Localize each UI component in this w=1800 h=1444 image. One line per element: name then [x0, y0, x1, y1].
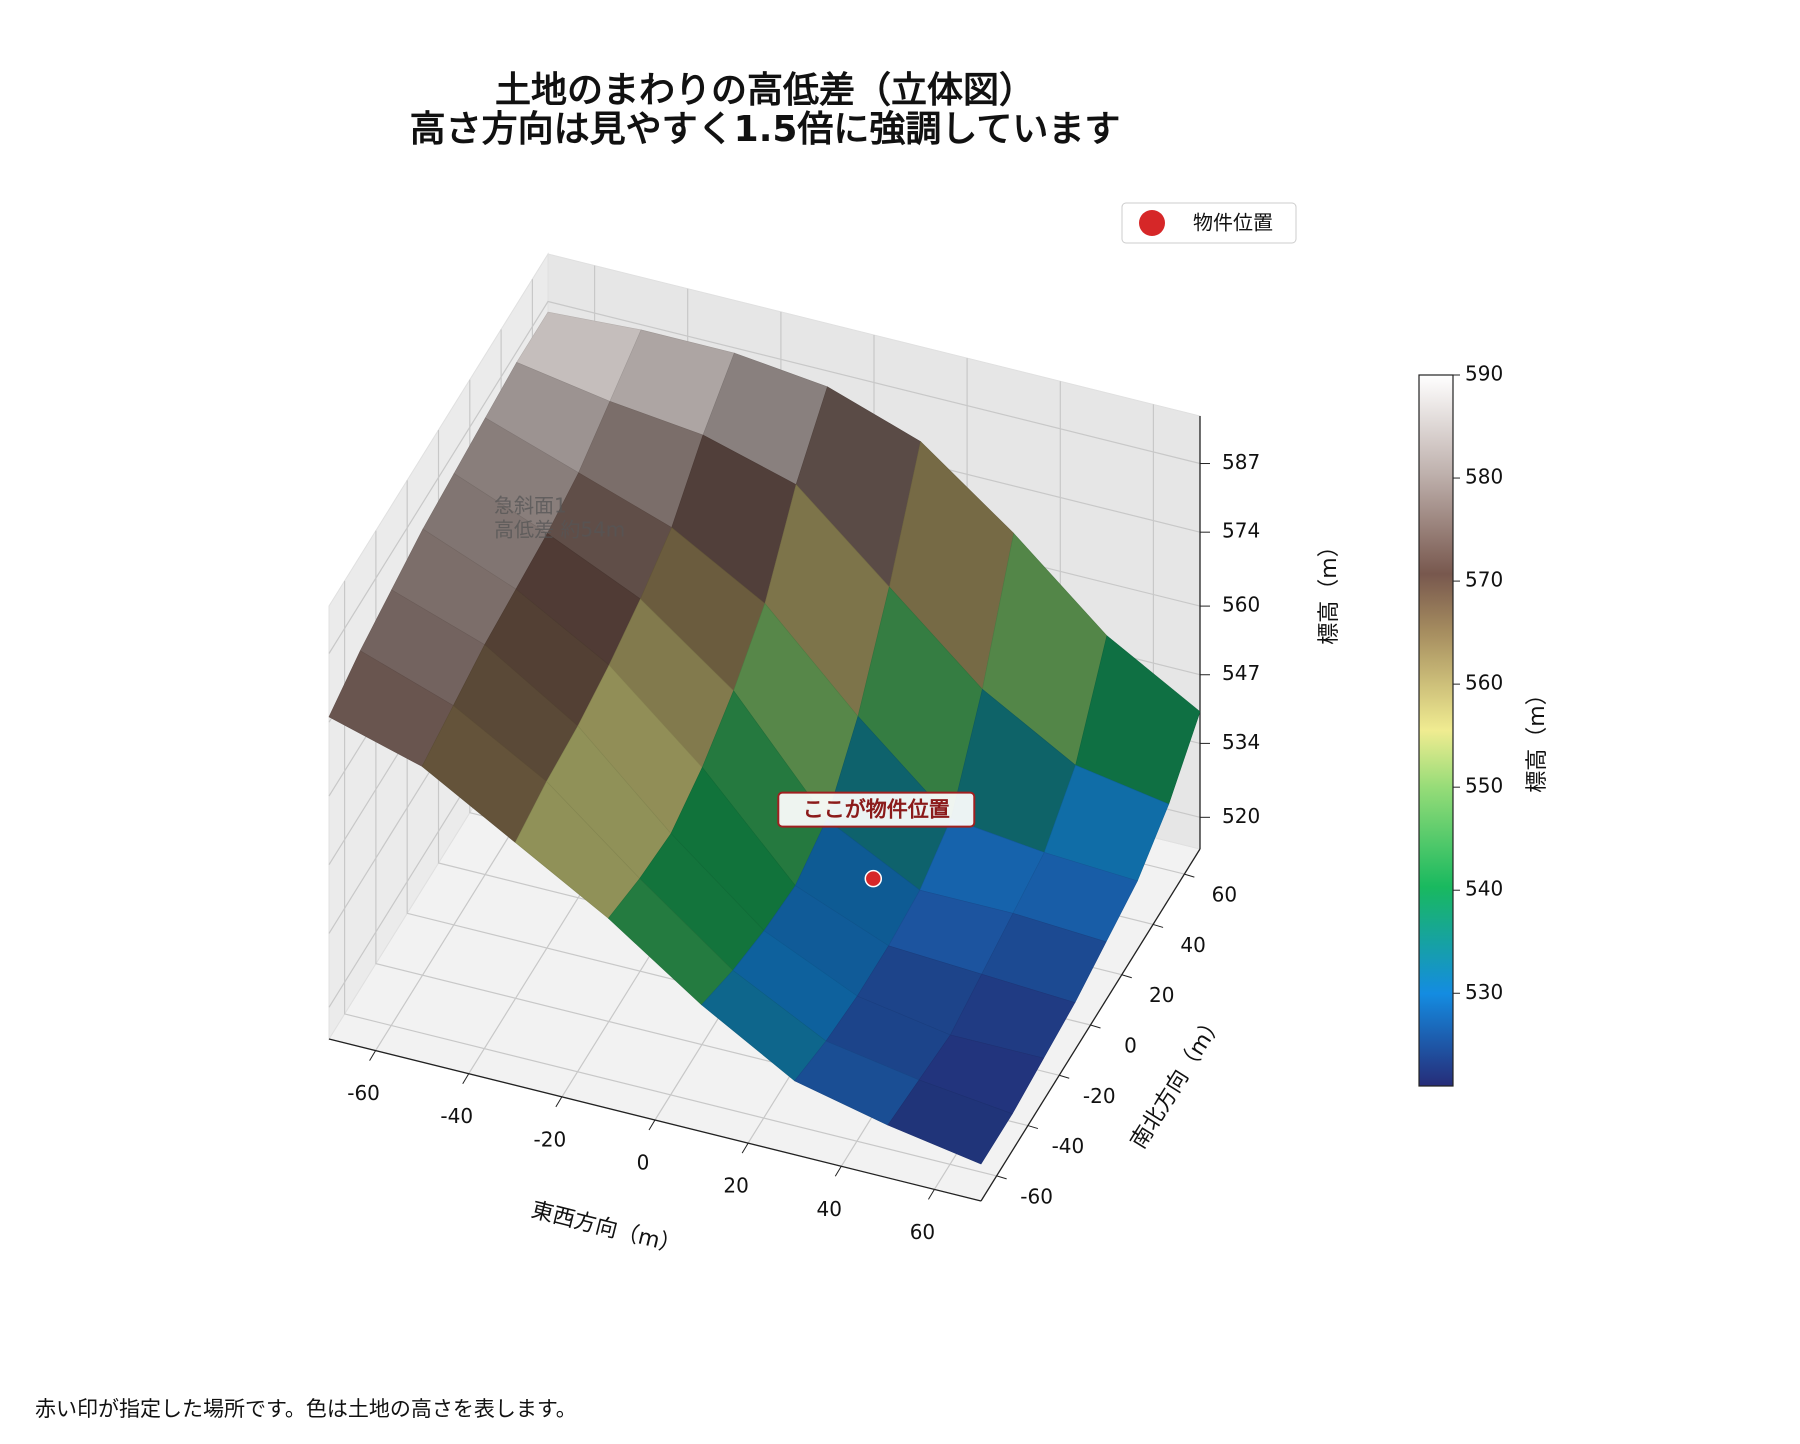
- z-tick-label: 587: [1222, 450, 1260, 474]
- y-tick: [1027, 1125, 1039, 1130]
- x-tick: [834, 1166, 842, 1177]
- y-tick: [1152, 923, 1164, 928]
- z-axis-label: 標高（m）: [1317, 535, 1342, 644]
- x-tick-label: 40: [817, 1197, 842, 1221]
- x-tick: [741, 1142, 749, 1154]
- annotation-text: 高低差 約54m: [494, 518, 625, 542]
- z-tick-label: 520: [1222, 804, 1260, 828]
- annotation-box: [777, 791, 976, 828]
- y-tick-label: 40: [1180, 933, 1205, 957]
- z-tick-label: 534: [1222, 730, 1260, 754]
- y-tick: [1059, 1074, 1070, 1079]
- annotation-text: ここが物件位置: [803, 798, 950, 822]
- colorbar-tick-label: 550: [1465, 774, 1503, 798]
- property-marker: [864, 869, 883, 888]
- y-tick: [996, 1175, 1007, 1180]
- colorbar-tick-label: 560: [1465, 671, 1503, 695]
- footnote: 赤い印が指定した場所です。色は土地の高さを表します。: [35, 1397, 577, 1421]
- x-tick: [927, 1189, 935, 1200]
- x-tick: [648, 1119, 656, 1131]
- colorbar-tick-label: 540: [1465, 877, 1503, 901]
- colorbar-tick-label: 530: [1465, 980, 1503, 1004]
- colorbar-tick-label: 580: [1465, 465, 1503, 489]
- z-tick-label: 574: [1222, 519, 1260, 543]
- x-tick-label: -20: [534, 1127, 567, 1151]
- axis-line: [328, 1038, 982, 1202]
- colorbar: [1418, 374, 1454, 1087]
- x-axis-label: 東西方向（m）: [529, 1198, 684, 1259]
- x-tick-label: 20: [723, 1174, 748, 1198]
- surface-facet: [887, 1079, 1013, 1165]
- x-tick: [462, 1073, 470, 1084]
- y-axis-label: 南北方向（m）: [1126, 1010, 1229, 1153]
- axis-line: [980, 848, 1201, 1202]
- legend: 物件位置: [1121, 202, 1297, 244]
- y-tick: [1121, 974, 1132, 979]
- y-tick-label: 20: [1149, 983, 1174, 1007]
- annotation: ここが物件位置: [777, 791, 976, 828]
- chart-title: 高さ方向は見やすく1.5倍に強調しています: [410, 109, 1121, 150]
- legend-marker: [1139, 210, 1165, 236]
- z-tick-label: 547: [1222, 661, 1260, 685]
- grid-line: [328, 300, 1201, 654]
- x-tick-label: -60: [347, 1081, 380, 1105]
- x-tick-label: 60: [910, 1220, 935, 1244]
- y-tick: [1090, 1024, 1101, 1029]
- legend-box: [1121, 202, 1297, 244]
- legend-label: 物件位置: [1193, 211, 1273, 235]
- colorbar-tick-label: 590: [1465, 362, 1503, 386]
- y-tick-label: -40: [1052, 1134, 1085, 1158]
- x-tick: [369, 1050, 377, 1061]
- x-tick-label: 0: [637, 1151, 650, 1175]
- y-tick-label: -60: [1020, 1184, 1053, 1208]
- x-tick-label: -40: [440, 1104, 473, 1128]
- annotation-text: 急斜面1: [494, 494, 567, 518]
- colorbar-tick-label: 570: [1465, 568, 1503, 592]
- y-tick-label: 60: [1212, 883, 1237, 907]
- y-tick-label: 0: [1124, 1034, 1137, 1058]
- y-tick-label: -20: [1083, 1084, 1116, 1108]
- colorbar-label: 標高（m）: [1525, 683, 1550, 792]
- chart-title: 土地のまわりの高低差（立体図）: [495, 70, 1035, 111]
- z-tick-label: 560: [1222, 593, 1260, 617]
- x-tick: [555, 1096, 563, 1108]
- y-tick: [1184, 873, 1195, 878]
